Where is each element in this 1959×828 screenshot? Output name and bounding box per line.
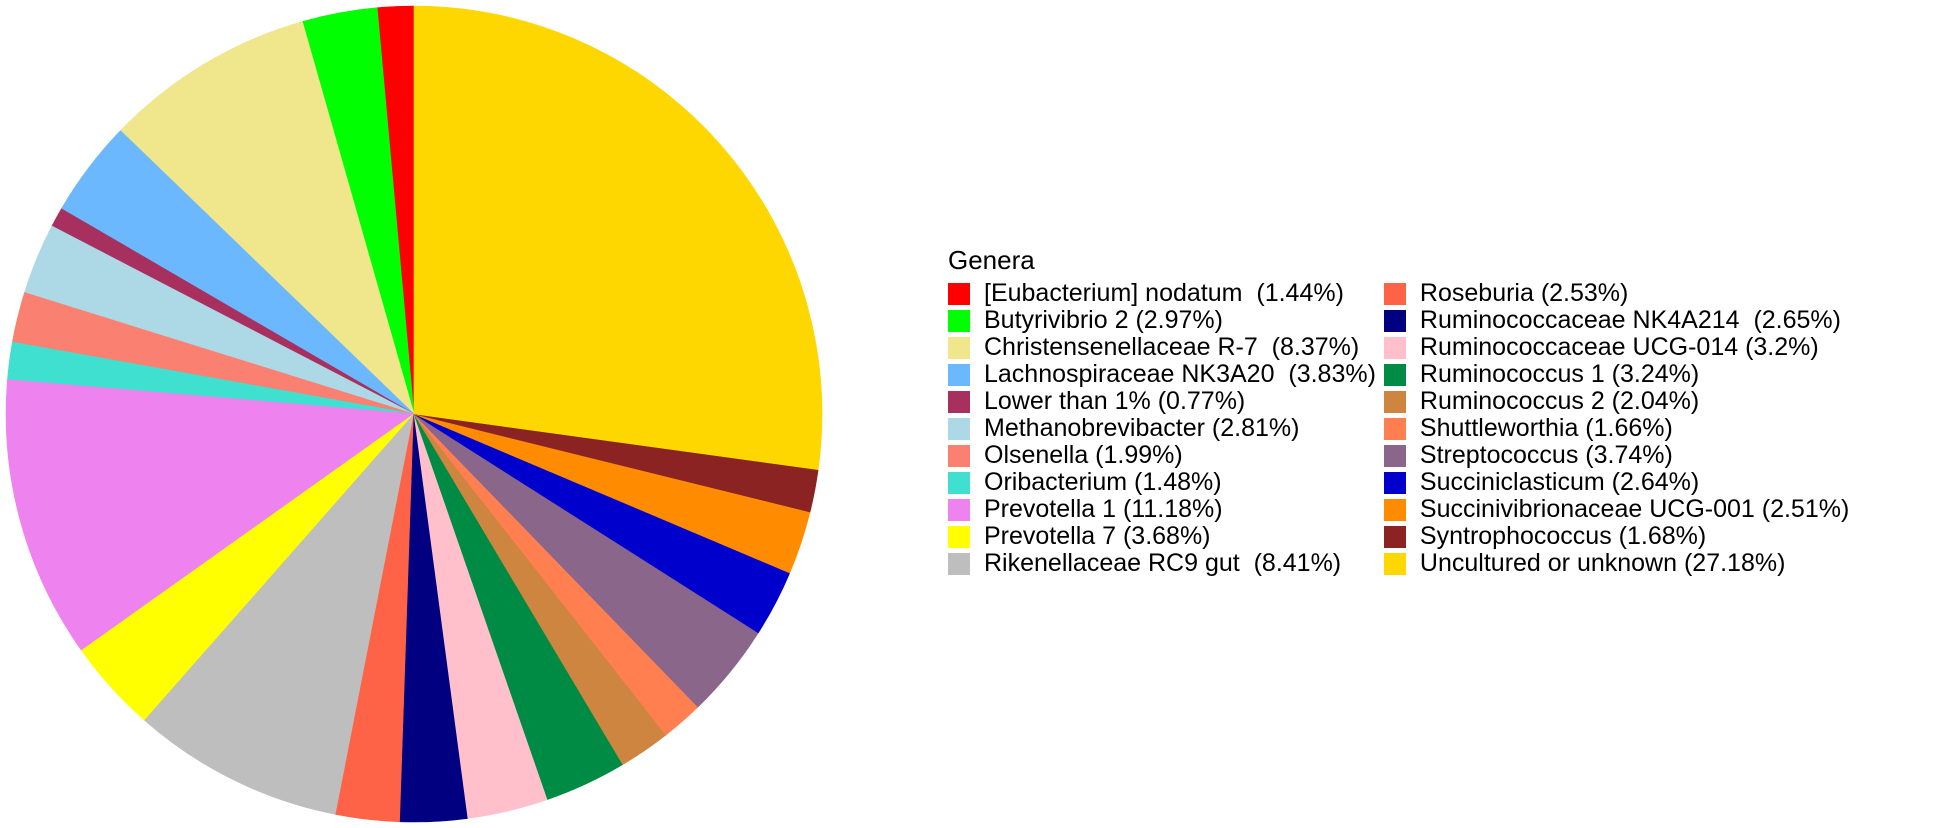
legend-item: Succiniclasticum (2.64%) — [1383, 468, 1849, 496]
legend-label: Prevotella 1 (11.18%) — [984, 495, 1223, 523]
legend-item: Olsenella (1.99%) — [948, 442, 1376, 469]
pie-chart — [5, 5, 823, 823]
pie-slice-10 — [144, 412, 415, 815]
legend-label: Methanobrevibacter (2.81%) — [984, 414, 1300, 442]
legend-swatch — [1383, 390, 1406, 413]
legend-item: Shuttleworthia (1.66%) — [1383, 414, 1849, 442]
legend-item: [Eubacterium] nodatum (1.44%) — [948, 280, 1376, 307]
legend-item: Succinivibrionaceae UCG-001 (2.51%) — [1383, 495, 1850, 523]
legend-title: Genera — [948, 245, 1035, 275]
legend-item: Roseburia (2.53%) — [1383, 279, 1849, 307]
legend-label: Butyrivibrio 2 (2.97%) — [984, 306, 1223, 334]
legend-swatch — [1383, 498, 1406, 521]
pie-slice-2 — [120, 21, 415, 415]
legend-label: Lachnospiraceae NK3A20 (3.83%) — [984, 360, 1376, 388]
legend-item: Ruminococcus 1 (3.24%) — [1383, 360, 1849, 388]
legend-label: Uncultured or unknown (27.18%) — [1419, 549, 1786, 577]
legend-column-left: [Eubacterium] nodatum (1.44%) Butyrivibri… — [948, 280, 1376, 577]
legend-label: Ruminococcus 2 (2.04%) — [1419, 387, 1700, 415]
legend-item: Syntrophococcus (1.68%) — [1383, 522, 1849, 550]
legend-item: Streptococcus (3.74%) — [1383, 441, 1849, 469]
legend-label: Succiniclasticum (2.64%) — [1419, 468, 1700, 496]
legend-label: Prevotella 7 (3.68%) — [984, 522, 1211, 550]
pie-slice-8 — [5, 379, 415, 651]
legend-label: Ruminococcaceae NK4A214 (2.65%) — [1419, 306, 1841, 334]
legend-label: Shuttleworthia (1.66%) — [1419, 414, 1673, 442]
legend-item: Rikenellaceae RC9 gut (8.41%) — [948, 550, 1376, 577]
legend-swatch — [1383, 309, 1406, 332]
legend-swatch — [1383, 471, 1406, 494]
legend: Genera [Eubacterium] nodatum (1.44%) Buty… — [948, 244, 1849, 577]
legend-item: Lachnospiraceae NK3A20 (3.83%) — [948, 361, 1376, 388]
legend-item: Methanobrevibacter (2.81%) — [948, 415, 1376, 442]
legend-label: Christensenellaceae R-7 (8.37%) — [984, 333, 1360, 361]
legend-item: Butyrivibrio 2 (2.97%) — [948, 307, 1376, 334]
legend-label: [Eubacterium] nodatum (1.44%) — [984, 279, 1344, 307]
legend-item: Uncultured or unknown (27.18%) — [1383, 549, 1849, 577]
pie-slice-21 — [413, 5, 823, 471]
legend-swatch — [948, 390, 970, 413]
legend-item: Prevotella 1 (11.18%) — [948, 496, 1376, 523]
legend-item: Prevotella 7 (3.68%) — [948, 523, 1376, 550]
legend-label: Syntrophococcus (1.68%) — [1419, 522, 1707, 550]
legend-item: Oribacterium (1.48%) — [948, 469, 1376, 496]
legend-swatch — [948, 552, 970, 575]
legend-swatch — [1383, 282, 1406, 305]
legend-label: Lower than 1% (0.77%) — [984, 387, 1246, 415]
legend-swatch — [948, 525, 970, 548]
legend-swatch — [948, 363, 970, 386]
legend-label: Olsenella (1.99%) — [984, 441, 1183, 469]
legend-columns: [Eubacterium] nodatum (1.44%) Butyrivibri… — [948, 280, 1849, 577]
legend-item: Christensenellaceae R-7 (8.37%) — [948, 334, 1376, 361]
legend-label: Streptococcus (3.74%) — [1419, 441, 1673, 469]
legend-swatch — [948, 444, 970, 467]
legend-swatch — [948, 498, 970, 521]
legend-label: Oribacterium (1.48%) — [984, 468, 1222, 496]
legend-item: Ruminococcaceae UCG-014 (3.2%) — [1383, 333, 1849, 361]
legend-label: Rikenellaceae RC9 gut (8.41%) — [984, 549, 1342, 577]
legend-label: Ruminococcaceae UCG-014 (3.2%) — [1419, 333, 1819, 361]
legend-swatch — [1383, 417, 1406, 440]
legend-swatch — [1383, 336, 1406, 359]
legend-swatch — [1383, 552, 1406, 575]
legend-swatch — [1383, 444, 1406, 467]
legend-swatch — [948, 336, 970, 359]
legend-item: Ruminococcus 2 (2.04%) — [1383, 387, 1849, 415]
legend-swatch — [948, 417, 970, 440]
legend-column-right: Roseburia (2.53%) Ruminococcaceae NK4A214… — [1383, 279, 1850, 577]
legend-swatch — [948, 471, 970, 494]
legend-swatch — [1383, 525, 1406, 548]
legend-swatch — [948, 282, 970, 305]
legend-swatch — [948, 309, 970, 332]
legend-label: Ruminococcus 1 (3.24%) — [1419, 360, 1700, 388]
legend-label: Succinivibrionaceae UCG-001 (2.51%) — [1419, 495, 1850, 523]
legend-label: Roseburia (2.53%) — [1419, 279, 1629, 307]
legend-item: Lower than 1% (0.77%) — [948, 388, 1376, 415]
legend-swatch — [1383, 363, 1406, 386]
legend-item: Ruminococcaceae NK4A214 (2.65%) — [1383, 306, 1849, 334]
